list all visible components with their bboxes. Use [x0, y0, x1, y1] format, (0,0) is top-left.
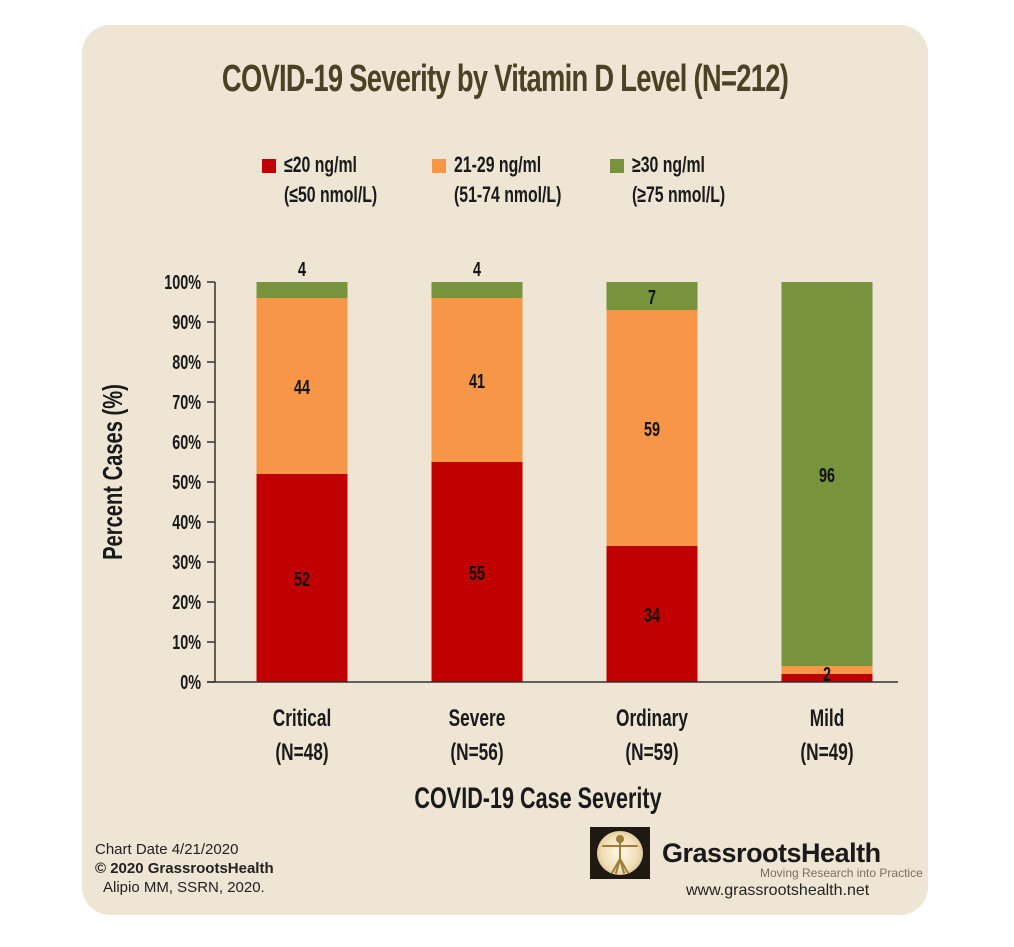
legend-label: ≤20 ng/ml: [284, 152, 357, 177]
brand-name: GrassrootsHealth: [662, 838, 881, 868]
y-axis-label: Percent Cases (%): [98, 384, 129, 560]
chart-date: Chart Date 4/21/2020: [95, 841, 239, 858]
y-tick-label: 40%: [172, 511, 201, 534]
bar-segment: [781, 674, 873, 682]
x-axis: Critical (N=48) Severe (N=56) Ordinary (N=59)…: [207, 681, 898, 766]
vitruvian-man-icon: [590, 827, 650, 879]
chart-title: COVID-19 Severity by Vitamin D Level (N=…: [221, 58, 789, 100]
data-label: 2: [823, 663, 831, 686]
bar-segment: [431, 282, 523, 298]
website-link[interactable]: www.grassrootshealth.net: [686, 882, 870, 899]
bar-segment: [256, 474, 348, 682]
bar-segment: [256, 282, 348, 298]
legend-swatch-red: [262, 159, 276, 173]
bar-segment: [256, 298, 348, 474]
legend-label: 21-29 ng/ml: [454, 152, 542, 177]
data-label: 59: [644, 418, 660, 441]
x-tick-label: Mild: [810, 705, 845, 731]
legend-label: ≥30 ng/ml: [632, 152, 705, 177]
x-axis-label: COVID-19 Case Severity: [414, 780, 662, 814]
bar-segment: [606, 282, 698, 310]
legend-sublabel: (≥75 nmol/L): [632, 182, 726, 207]
data-label: 96: [819, 464, 835, 487]
x-tick-n-label: (N=56): [450, 739, 503, 765]
x-tick-label: Critical: [273, 705, 332, 731]
data-label: 55: [469, 562, 485, 585]
citation: Alipio MM, SSRN, 2020.: [103, 879, 265, 896]
legend-sublabel: (51-74 nmol/L): [454, 182, 562, 207]
y-axis: 0% 10% 20% 30% 40% 50% 60% 70% 80% 90% 100%: [164, 271, 216, 694]
data-label: 34: [644, 604, 660, 627]
copyright: © 2020 GrassrootsHealth: [95, 860, 274, 877]
y-tick-label: 0%: [180, 671, 201, 694]
x-tick-label: Ordinary: [616, 705, 688, 731]
y-tick-label: 60%: [172, 431, 201, 454]
y-tick-label: 70%: [172, 391, 201, 414]
y-tick-label: 50%: [172, 471, 201, 494]
figure-icon: [602, 835, 638, 874]
x-tick-n-label: (N=59): [625, 739, 678, 765]
y-tick-label: 30%: [172, 551, 201, 574]
footer-credits: Chart Date 4/21/2020 © 2020 GrassrootsHe…: [95, 840, 274, 897]
legend-sublabel: (≤50 nmol/L): [284, 182, 378, 207]
data-label: 44: [294, 376, 310, 399]
y-tick-label: 100%: [164, 271, 201, 294]
data-label: 4: [298, 258, 306, 281]
y-tick-label: 10%: [172, 631, 201, 654]
bar-segment: [606, 310, 698, 546]
data-label: 7: [648, 286, 656, 309]
data-label: 4: [473, 258, 481, 281]
y-tick-label: 80%: [172, 351, 201, 374]
x-tick-n-label: (N=48): [275, 739, 328, 765]
y-tick-label: 90%: [172, 311, 201, 334]
y-tick-label: 20%: [172, 591, 201, 614]
data-label: 52: [294, 568, 310, 591]
bar-segment: [431, 462, 523, 682]
legend-swatch-green: [610, 159, 624, 173]
bar-segment: [781, 666, 873, 674]
bar-segment: [431, 298, 523, 462]
brand-tagline: Moving Research into Practice: [760, 866, 923, 880]
data-label: 41: [469, 370, 485, 393]
x-tick-label: Severe: [449, 705, 506, 731]
bar-segment: [606, 546, 698, 682]
legend-swatch-orange: [432, 159, 446, 173]
bar-segment: [781, 282, 873, 666]
x-tick-n-label: (N=49): [800, 739, 853, 765]
